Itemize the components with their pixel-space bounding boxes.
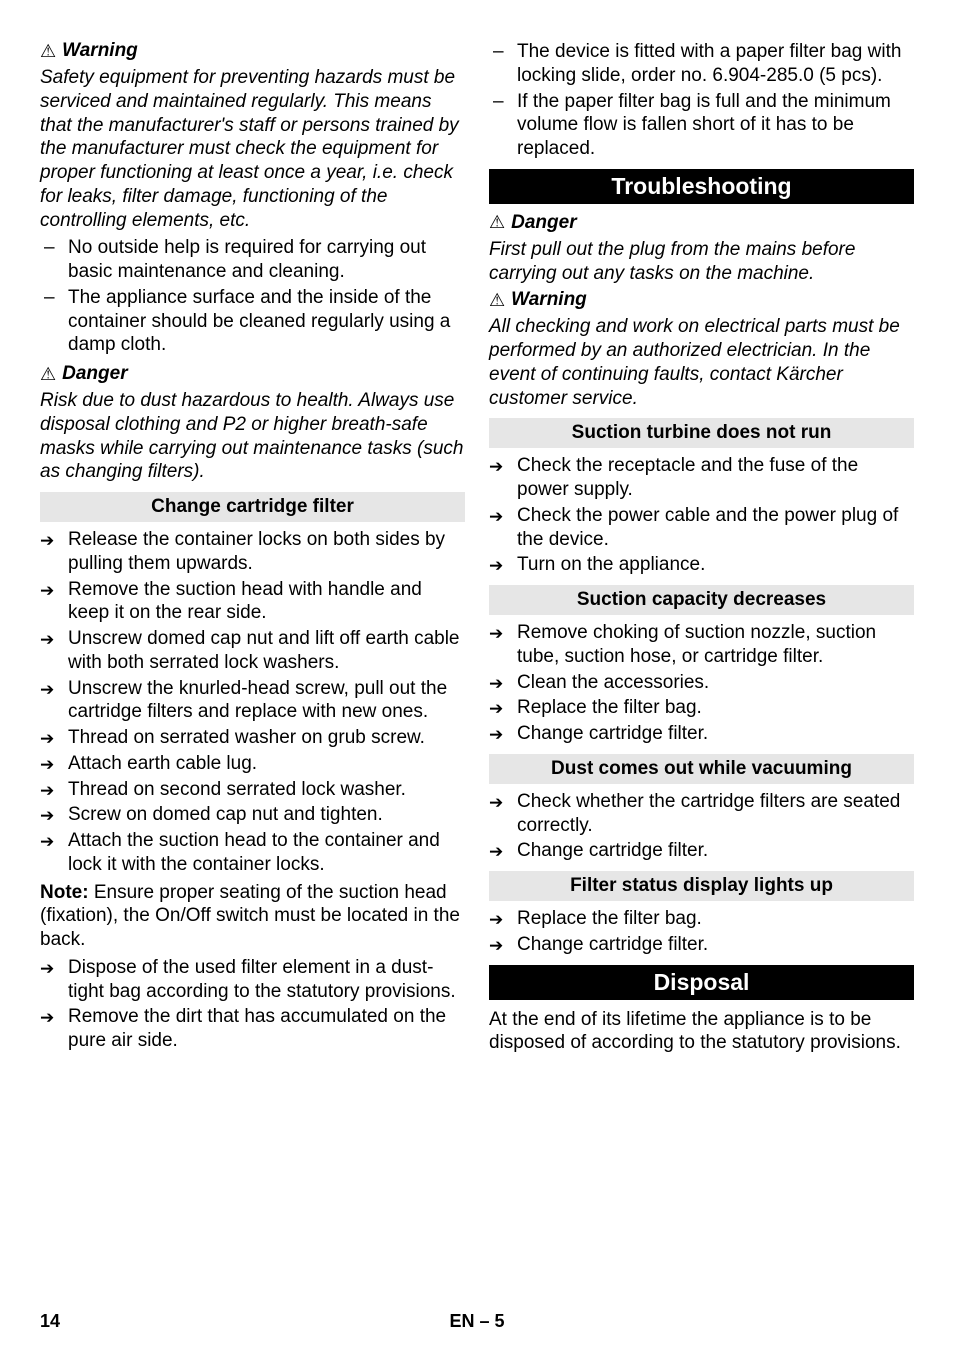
danger-label: Danger — [511, 212, 576, 234]
list-item: If the paper filter bag is full and the … — [489, 90, 914, 161]
warning-label: Warning — [511, 289, 587, 311]
danger-label: Danger — [62, 363, 127, 385]
note-text: Ensure proper seating of the suction hea… — [40, 882, 460, 951]
warning-heading: ⚠ Warning — [40, 40, 465, 62]
capacity-steps: Remove choking of suction nozzle, suctio… — [489, 621, 914, 746]
list-item: No outside help is required for carrying… — [40, 236, 465, 284]
warning-triangle-icon: ⚠ — [40, 41, 56, 62]
list-item: The appliance surface and the inside of … — [40, 286, 465, 357]
list-item: Check the power cable and the power plug… — [489, 504, 914, 552]
warning-text: All checking and work on electrical part… — [489, 315, 914, 410]
warning-triangle-icon: ⚠ — [40, 364, 56, 385]
danger-text: Risk due to dust hazardous to health. Al… — [40, 389, 465, 484]
right-column: The device is fitted with a paper filter… — [489, 40, 914, 1059]
turbine-steps: Check the receptacle and the fuse of the… — [489, 454, 914, 577]
list-item: Change cartridge filter. — [489, 722, 914, 746]
warning-label: Warning — [62, 40, 138, 62]
list-item: Replace the filter bag. — [489, 696, 914, 720]
warning-triangle-icon: ⚠ — [489, 212, 505, 233]
list-item: Unscrew domed cap nut and lift off earth… — [40, 627, 465, 675]
note-label: Note: — [40, 882, 94, 903]
page-number-center: EN – 5 — [449, 1311, 504, 1332]
note-paragraph: Note: Ensure proper seating of the sucti… — [40, 881, 465, 952]
list-item: Attach earth cable lug. — [40, 752, 465, 776]
list-item: Thread on serrated washer on grub screw. — [40, 726, 465, 750]
list-item: Remove the dirt that has accumulated on … — [40, 1005, 465, 1053]
danger-text: First pull out the plug from the mains b… — [489, 238, 914, 286]
filterstatus-steps: Replace the filter bag. Change cartridge… — [489, 907, 914, 957]
change-cartridge-header: Change cartridge filter — [40, 492, 465, 522]
warning-triangle-icon: ⚠ — [489, 290, 505, 311]
list-item: Unscrew the knurled-head screw, pull out… — [40, 677, 465, 725]
warning-bullets: No outside help is required for carrying… — [40, 236, 465, 357]
capacity-header: Suction capacity decreases — [489, 585, 914, 615]
warning-heading: ⚠ Warning — [489, 289, 914, 311]
dust-steps: Check whether the cartridge filters are … — [489, 790, 914, 863]
list-item: Release the container locks on both side… — [40, 528, 465, 576]
list-item: Thread on second serrated lock washer. — [40, 778, 465, 802]
cartridge-steps: Release the container locks on both side… — [40, 528, 465, 877]
list-item: Turn on the appliance. — [489, 553, 914, 577]
left-column: ⚠ Warning Safety equipment for preventin… — [40, 40, 465, 1059]
disposal-header: Disposal — [489, 965, 914, 1000]
list-item: Dispose of the used filter element in a … — [40, 956, 465, 1004]
post-note-steps: Dispose of the used filter element in a … — [40, 956, 465, 1053]
danger-heading: ⚠ Danger — [40, 363, 465, 385]
troubleshooting-header: Troubleshooting — [489, 169, 914, 204]
list-item: Remove the suction head with handle and … — [40, 578, 465, 626]
disposal-text: At the end of its lifetime the appliance… — [489, 1008, 914, 1056]
list-item: Replace the filter bag. — [489, 907, 914, 931]
warning-text: Safety equipment for preventing hazards … — [40, 66, 465, 232]
list-item: Clean the accessories. — [489, 671, 914, 695]
list-item: Change cartridge filter. — [489, 933, 914, 957]
list-item: Change cartridge filter. — [489, 839, 914, 863]
list-item: Check whether the cartridge filters are … — [489, 790, 914, 838]
page-number-left: 14 — [40, 1311, 60, 1332]
page-footer: 14 EN – 5 — [40, 1311, 914, 1332]
list-item: The device is fitted with a paper filter… — [489, 40, 914, 88]
list-item: Check the receptacle and the fuse of the… — [489, 454, 914, 502]
dust-header: Dust comes out while vacuuming — [489, 754, 914, 784]
list-item: Attach the suction head to the container… — [40, 829, 465, 877]
list-item: Remove choking of suction nozzle, suctio… — [489, 621, 914, 669]
list-item: Screw on domed cap nut and tighten. — [40, 803, 465, 827]
danger-heading: ⚠ Danger — [489, 212, 914, 234]
turbine-header: Suction turbine does not run — [489, 418, 914, 448]
top-right-bullets: The device is fitted with a paper filter… — [489, 40, 914, 161]
filterstatus-header: Filter status display lights up — [489, 871, 914, 901]
